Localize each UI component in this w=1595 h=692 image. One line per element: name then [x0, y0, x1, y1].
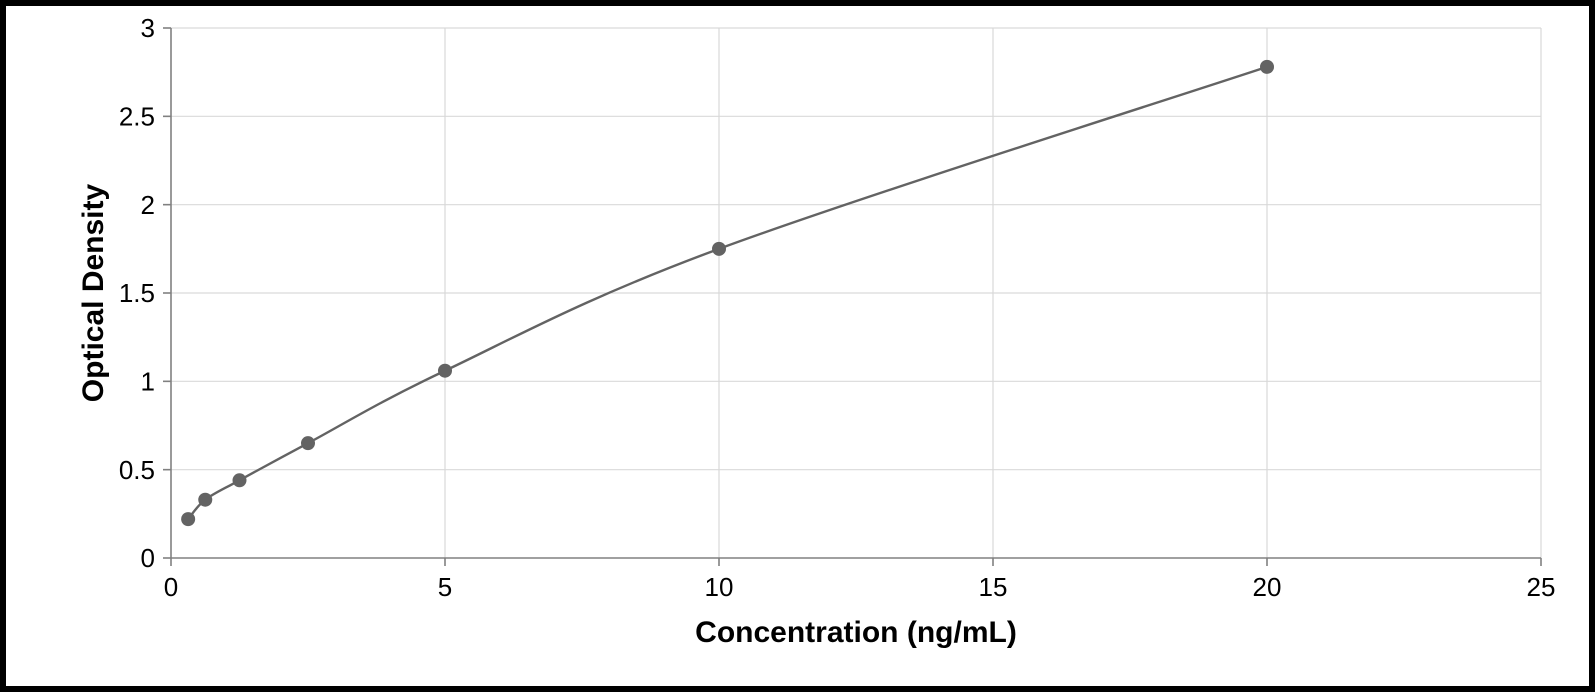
data-point-marker: [712, 242, 726, 256]
x-tick-label: 5: [438, 572, 452, 602]
y-tick-label: 1.5: [119, 278, 155, 308]
y-tick-label: 1: [141, 366, 155, 396]
chart-container: 0 5 10 15 20 25 0 0.5 1 1.5 2 2.5 3 Concentration (ng…: [6, 6, 1589, 686]
x-tick-label: 25: [1527, 572, 1556, 602]
y-tick-label: 0.5: [119, 455, 155, 485]
y-axis-label: Optical Density: [77, 183, 110, 402]
x-tick-label: 20: [1253, 572, 1282, 602]
x-tick-label: 0: [164, 572, 178, 602]
chart-frame: 0 5 10 15 20 25 0 0.5 1 1.5 2 2.5 3 Concentration (ng…: [0, 0, 1595, 692]
y-tick-label: 0: [141, 543, 155, 573]
y-tick-label: 2.5: [119, 101, 155, 131]
data-point-marker: [181, 512, 195, 526]
data-point-marker: [301, 436, 315, 450]
data-point-marker: [438, 364, 452, 378]
y-tick-label: 3: [141, 13, 155, 43]
data-point-marker: [1260, 60, 1274, 74]
data-point-marker: [233, 473, 247, 487]
x-axis-label: Concentration (ng/mL): [695, 616, 1017, 649]
x-tick-label: 15: [979, 572, 1008, 602]
x-tick-label: 10: [705, 572, 734, 602]
data-point-marker: [198, 493, 212, 507]
chart-svg: 0 5 10 15 20 25 0 0.5 1 1.5 2 2.5 3 Concentration (ng…: [6, 6, 1589, 686]
y-tick-label: 2: [141, 190, 155, 220]
